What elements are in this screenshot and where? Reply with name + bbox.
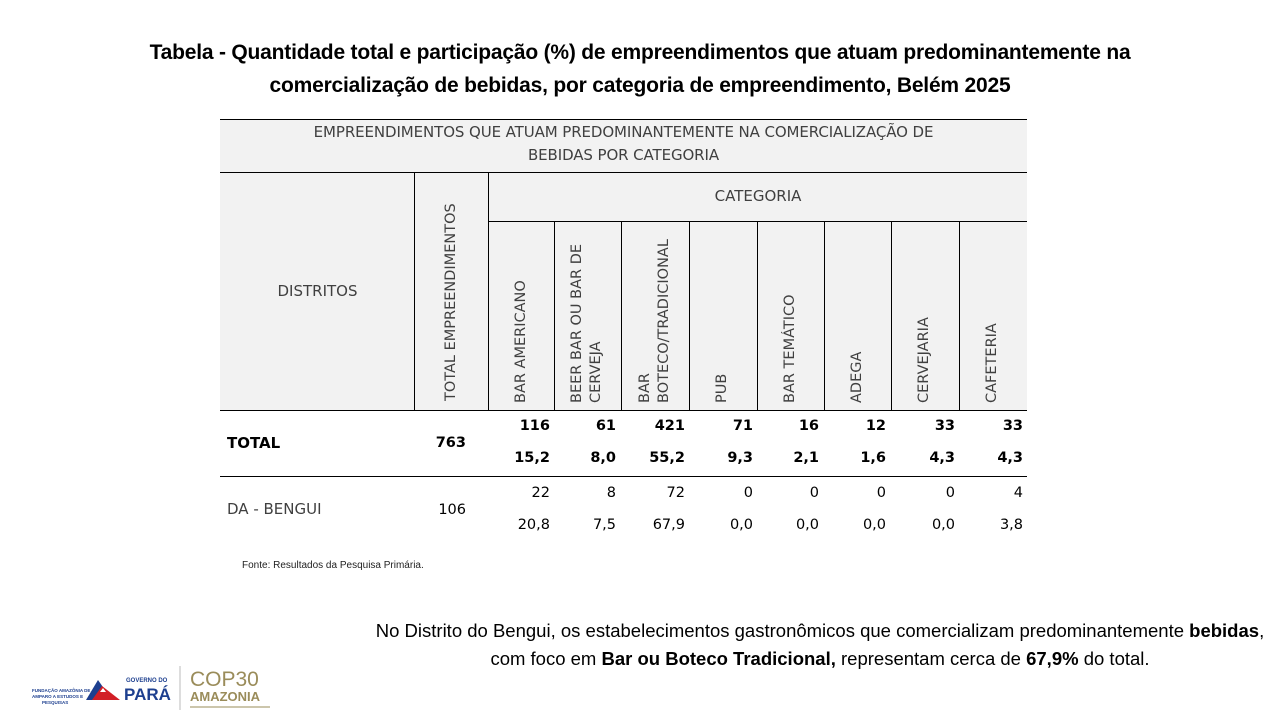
percent-cell: 8,0: [590, 450, 616, 466]
col-divider-3: [689, 221, 690, 411]
col-divider-1: [554, 221, 555, 411]
percent-cell: 1,6: [860, 450, 886, 466]
governo-text: GOVERNO DO: [126, 678, 168, 684]
row-label-total: TOTAL: [227, 434, 281, 452]
count-cell: 71: [732, 418, 753, 434]
percent-cell: 7,5: [592, 517, 616, 533]
percent-cell: 67,9: [652, 517, 685, 533]
fapespa-text-3: PESQUISAS: [42, 700, 68, 705]
count-cell: 0: [743, 485, 753, 501]
category-header-bar-americano: BAR AMERICANO: [513, 280, 529, 403]
row-label-bengui: DA - BENGUI: [227, 500, 322, 518]
para-logo: GOVERNO DO PARÁ: [86, 678, 171, 704]
count-cell: 4: [1013, 485, 1023, 501]
table-top-border: [220, 119, 1027, 120]
col-divider-7: [959, 221, 960, 411]
count-cell: 0: [876, 485, 886, 501]
amazonia-text: AMAZONIA: [190, 689, 261, 704]
main-header-line-2: BEBIDAS POR CATEGORIA: [527, 146, 719, 164]
header-background: [220, 119, 1027, 411]
category-header-bar-boteco: BAR BOTECO/TRADICIONAL: [637, 239, 672, 403]
count-cell: 72: [666, 485, 685, 501]
note-bold: Bar ou Boteco Tradicional,: [601, 648, 836, 669]
category-header-adega: ADEGA: [849, 351, 865, 403]
data-table: EMPREENDIMENTOS QUE ATUAM PREDOMINANTEME…: [220, 119, 1027, 546]
count-cell: 421: [654, 418, 685, 434]
note-bold: bebidas: [1189, 620, 1260, 641]
percent-cell: 0,0: [795, 517, 819, 533]
percent-cell: 0,0: [729, 517, 753, 533]
percent-cell: 2,1: [793, 450, 819, 466]
distritos-header: DISTRITOS: [277, 282, 358, 300]
note-text: No Distrito do Bengui, os estabeleciment…: [375, 620, 1190, 641]
note-bold: 67,9%: [1026, 648, 1079, 669]
col-divider-4: [757, 221, 758, 411]
percent-cell: 4,3: [929, 450, 955, 466]
count-cell: 0: [809, 485, 819, 501]
para-mark-red: [92, 686, 120, 700]
main-header-line-1: EMPREENDIMENTOS QUE ATUAM PREDOMINANTEME…: [313, 123, 934, 141]
note-text: representam cerca de: [835, 648, 1027, 669]
category-header-cafeteria: CAFETERIA: [984, 323, 1000, 403]
col-divider-total: [488, 172, 489, 411]
category-header-bar-tematico: BAR TEMÁTICO: [782, 294, 798, 403]
count-cell: 16: [798, 418, 819, 434]
percent-cell: 20,8: [517, 517, 550, 533]
count-cell: 22: [531, 485, 550, 501]
col-divider-2: [621, 221, 622, 411]
header-bottom-border: [220, 410, 1027, 411]
title-line-1: Tabela - Quantidade total e participação…: [149, 41, 1131, 64]
count-cell: 12: [865, 418, 886, 434]
header-divider: [220, 172, 1027, 173]
total-empreendimentos-header: TOTAL EMPREENDIMENTOS: [443, 203, 459, 401]
category-header-pub: PUB: [714, 373, 730, 403]
count-cell: 33: [1002, 418, 1023, 434]
source-note: Fonte: Resultados da Pesquisa Primária.: [242, 560, 424, 571]
percent-cell: 55,2: [649, 450, 685, 466]
category-header-beer-bar: BEER BAR OU BAR DE CERVEJA: [569, 243, 604, 403]
fapespa-logo: FUNDAÇÃO AMAZÔNIA DE AMPARO A ESTUDOS E …: [32, 686, 90, 705]
count-cell: 61: [595, 418, 616, 434]
fapespa-text-2: AMPARO A ESTUDOS E: [32, 694, 83, 699]
percent-cell: 15,2: [514, 450, 550, 466]
cop30-text: COP30: [190, 668, 259, 691]
percent-cell: 3,8: [999, 517, 1023, 533]
percent-cell: 0,0: [931, 517, 955, 533]
percent-cell: 9,3: [727, 450, 753, 466]
note-text: do total.: [1078, 648, 1150, 669]
categoria-header: CATEGORIA: [714, 187, 802, 205]
para-text: PARÁ: [124, 685, 171, 704]
col-divider-5: [824, 221, 825, 411]
row-divider: [220, 476, 1027, 477]
total-cell: 106: [438, 502, 466, 518]
logos-graphic: FUNDAÇÃO AMAZÔNIA DE AMPARO A ESTUDOS E …: [32, 666, 270, 710]
categoria-divider: [489, 221, 1027, 222]
main-header: EMPREENDIMENTOS QUE ATUAM PREDOMINANTEME…: [220, 121, 1027, 167]
para-star: [100, 688, 106, 692]
col-divider-distritos: [414, 172, 415, 411]
summary-note: No Distrito do Bengui, os estabeleciment…: [370, 617, 1270, 673]
percent-cell: 4,3: [997, 450, 1023, 466]
title-line-2: comercialização de bebidas, por categori…: [269, 74, 1011, 97]
count-cell: 8: [606, 485, 616, 501]
total-cell: 763: [435, 435, 466, 451]
fapespa-text-1: FUNDAÇÃO AMAZÔNIA DE: [32, 686, 90, 693]
footer-logos: FUNDAÇÃO AMAZÔNIA DE AMPARO A ESTUDOS E …: [30, 660, 280, 716]
col-divider-6: [891, 221, 892, 411]
table-title: Tabela - Quantidade total e participação…: [60, 36, 1220, 102]
count-cell: 33: [934, 418, 955, 434]
percent-cell: 0,0: [862, 517, 886, 533]
note-text: , com foco em: [490, 620, 1265, 669]
count-cell: 116: [519, 418, 550, 434]
count-cell: 0: [945, 485, 955, 501]
cop30-logo: COP30 AMAZONIA: [190, 668, 270, 708]
category-header-cervejaria: CERVEJARIA: [916, 317, 932, 403]
